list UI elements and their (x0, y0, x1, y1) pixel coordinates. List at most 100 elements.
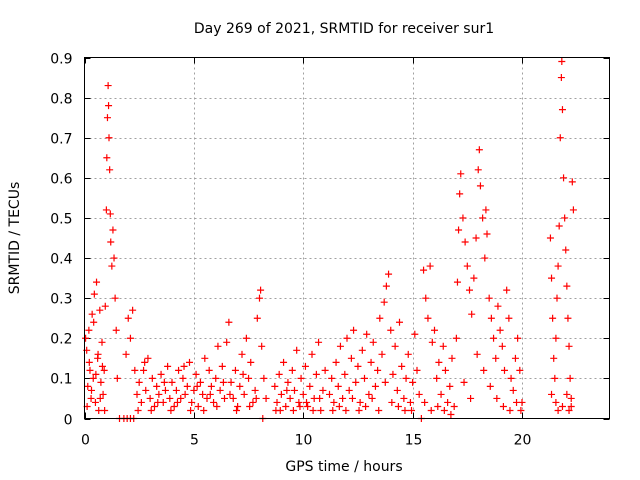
data-point (472, 234, 480, 242)
data-point (180, 362, 188, 370)
data-point (354, 362, 362, 370)
data-point (473, 350, 481, 358)
data-point (566, 374, 574, 382)
data-point (434, 402, 442, 410)
data-point (564, 314, 572, 322)
data-point (361, 374, 368, 382)
data-point (565, 406, 573, 414)
data-point (124, 314, 132, 322)
data-point (330, 398, 338, 406)
data-point (485, 294, 493, 302)
data-point (289, 406, 297, 414)
data-point (475, 146, 483, 154)
data-point (481, 254, 489, 262)
data-point (246, 402, 254, 410)
data-point (427, 406, 435, 414)
data-point (479, 214, 487, 222)
data-point (415, 390, 423, 398)
data-point (554, 262, 562, 270)
data-point (181, 390, 189, 398)
data-point (567, 394, 575, 402)
data-point (102, 206, 110, 214)
data-point (316, 394, 324, 402)
data-point (394, 402, 402, 410)
data-point (552, 398, 560, 406)
data-point (98, 338, 106, 346)
grid-lines (84, 57, 610, 419)
data-point (129, 306, 137, 314)
data-point (92, 370, 100, 378)
data-point (493, 394, 501, 402)
data-point (365, 390, 373, 398)
data-point (554, 406, 562, 414)
data-point (192, 370, 200, 378)
data-point (486, 382, 494, 390)
data-point (193, 382, 201, 390)
data-point (225, 318, 233, 326)
data-point (87, 394, 95, 402)
data-point (509, 386, 517, 394)
data-point (167, 406, 175, 414)
data-point (551, 374, 559, 382)
data-point (312, 370, 320, 378)
data-point (84, 382, 92, 390)
data-point (380, 298, 388, 306)
data-point (155, 390, 163, 398)
data-point (480, 366, 488, 374)
data-point (88, 386, 95, 394)
data-point (112, 326, 120, 334)
data-point (563, 282, 571, 290)
data-point (95, 406, 103, 414)
data-point (122, 350, 130, 358)
data-point (175, 366, 183, 374)
data-point (146, 394, 154, 402)
data-point (420, 266, 428, 274)
data-point (240, 390, 248, 398)
y-tick-label: 0.9 (50, 52, 72, 68)
data-point (503, 286, 511, 294)
data-point (190, 386, 198, 394)
data-point (262, 394, 270, 402)
data-point (335, 402, 343, 410)
data-point (126, 334, 134, 342)
data-point (212, 374, 220, 382)
data-point (247, 358, 255, 366)
data-point (179, 374, 187, 382)
data-point (345, 386, 353, 394)
data-point (200, 406, 208, 414)
data-point (492, 354, 500, 362)
data-point (452, 334, 460, 342)
data-point (548, 390, 556, 398)
data-point (233, 406, 241, 414)
data-point (439, 342, 447, 350)
data-point (490, 334, 498, 342)
data-point (205, 366, 213, 374)
data-point (201, 354, 209, 362)
data-point (308, 350, 316, 358)
data-point (382, 282, 390, 290)
data-point (391, 342, 399, 350)
data-point (153, 382, 161, 390)
data-point (463, 262, 471, 270)
data-point (326, 390, 333, 398)
data-point (558, 402, 566, 410)
data-point (516, 366, 524, 374)
data-point (433, 374, 441, 382)
data-point (103, 114, 111, 122)
data-point (447, 410, 455, 418)
data-point (455, 226, 463, 234)
data-point (154, 398, 162, 406)
data-point (457, 170, 465, 178)
data-point (133, 390, 141, 398)
data-point (339, 394, 347, 402)
data-point (408, 406, 416, 414)
x-axis-label: GPS time / hours (285, 459, 402, 475)
data-point (107, 238, 115, 246)
y-tick-label: 0.4 (50, 252, 72, 268)
data-point (170, 402, 178, 410)
data-point (135, 378, 143, 386)
data-point (151, 402, 158, 410)
data-point (506, 406, 514, 414)
data-point (426, 262, 434, 270)
data-point (286, 394, 294, 402)
